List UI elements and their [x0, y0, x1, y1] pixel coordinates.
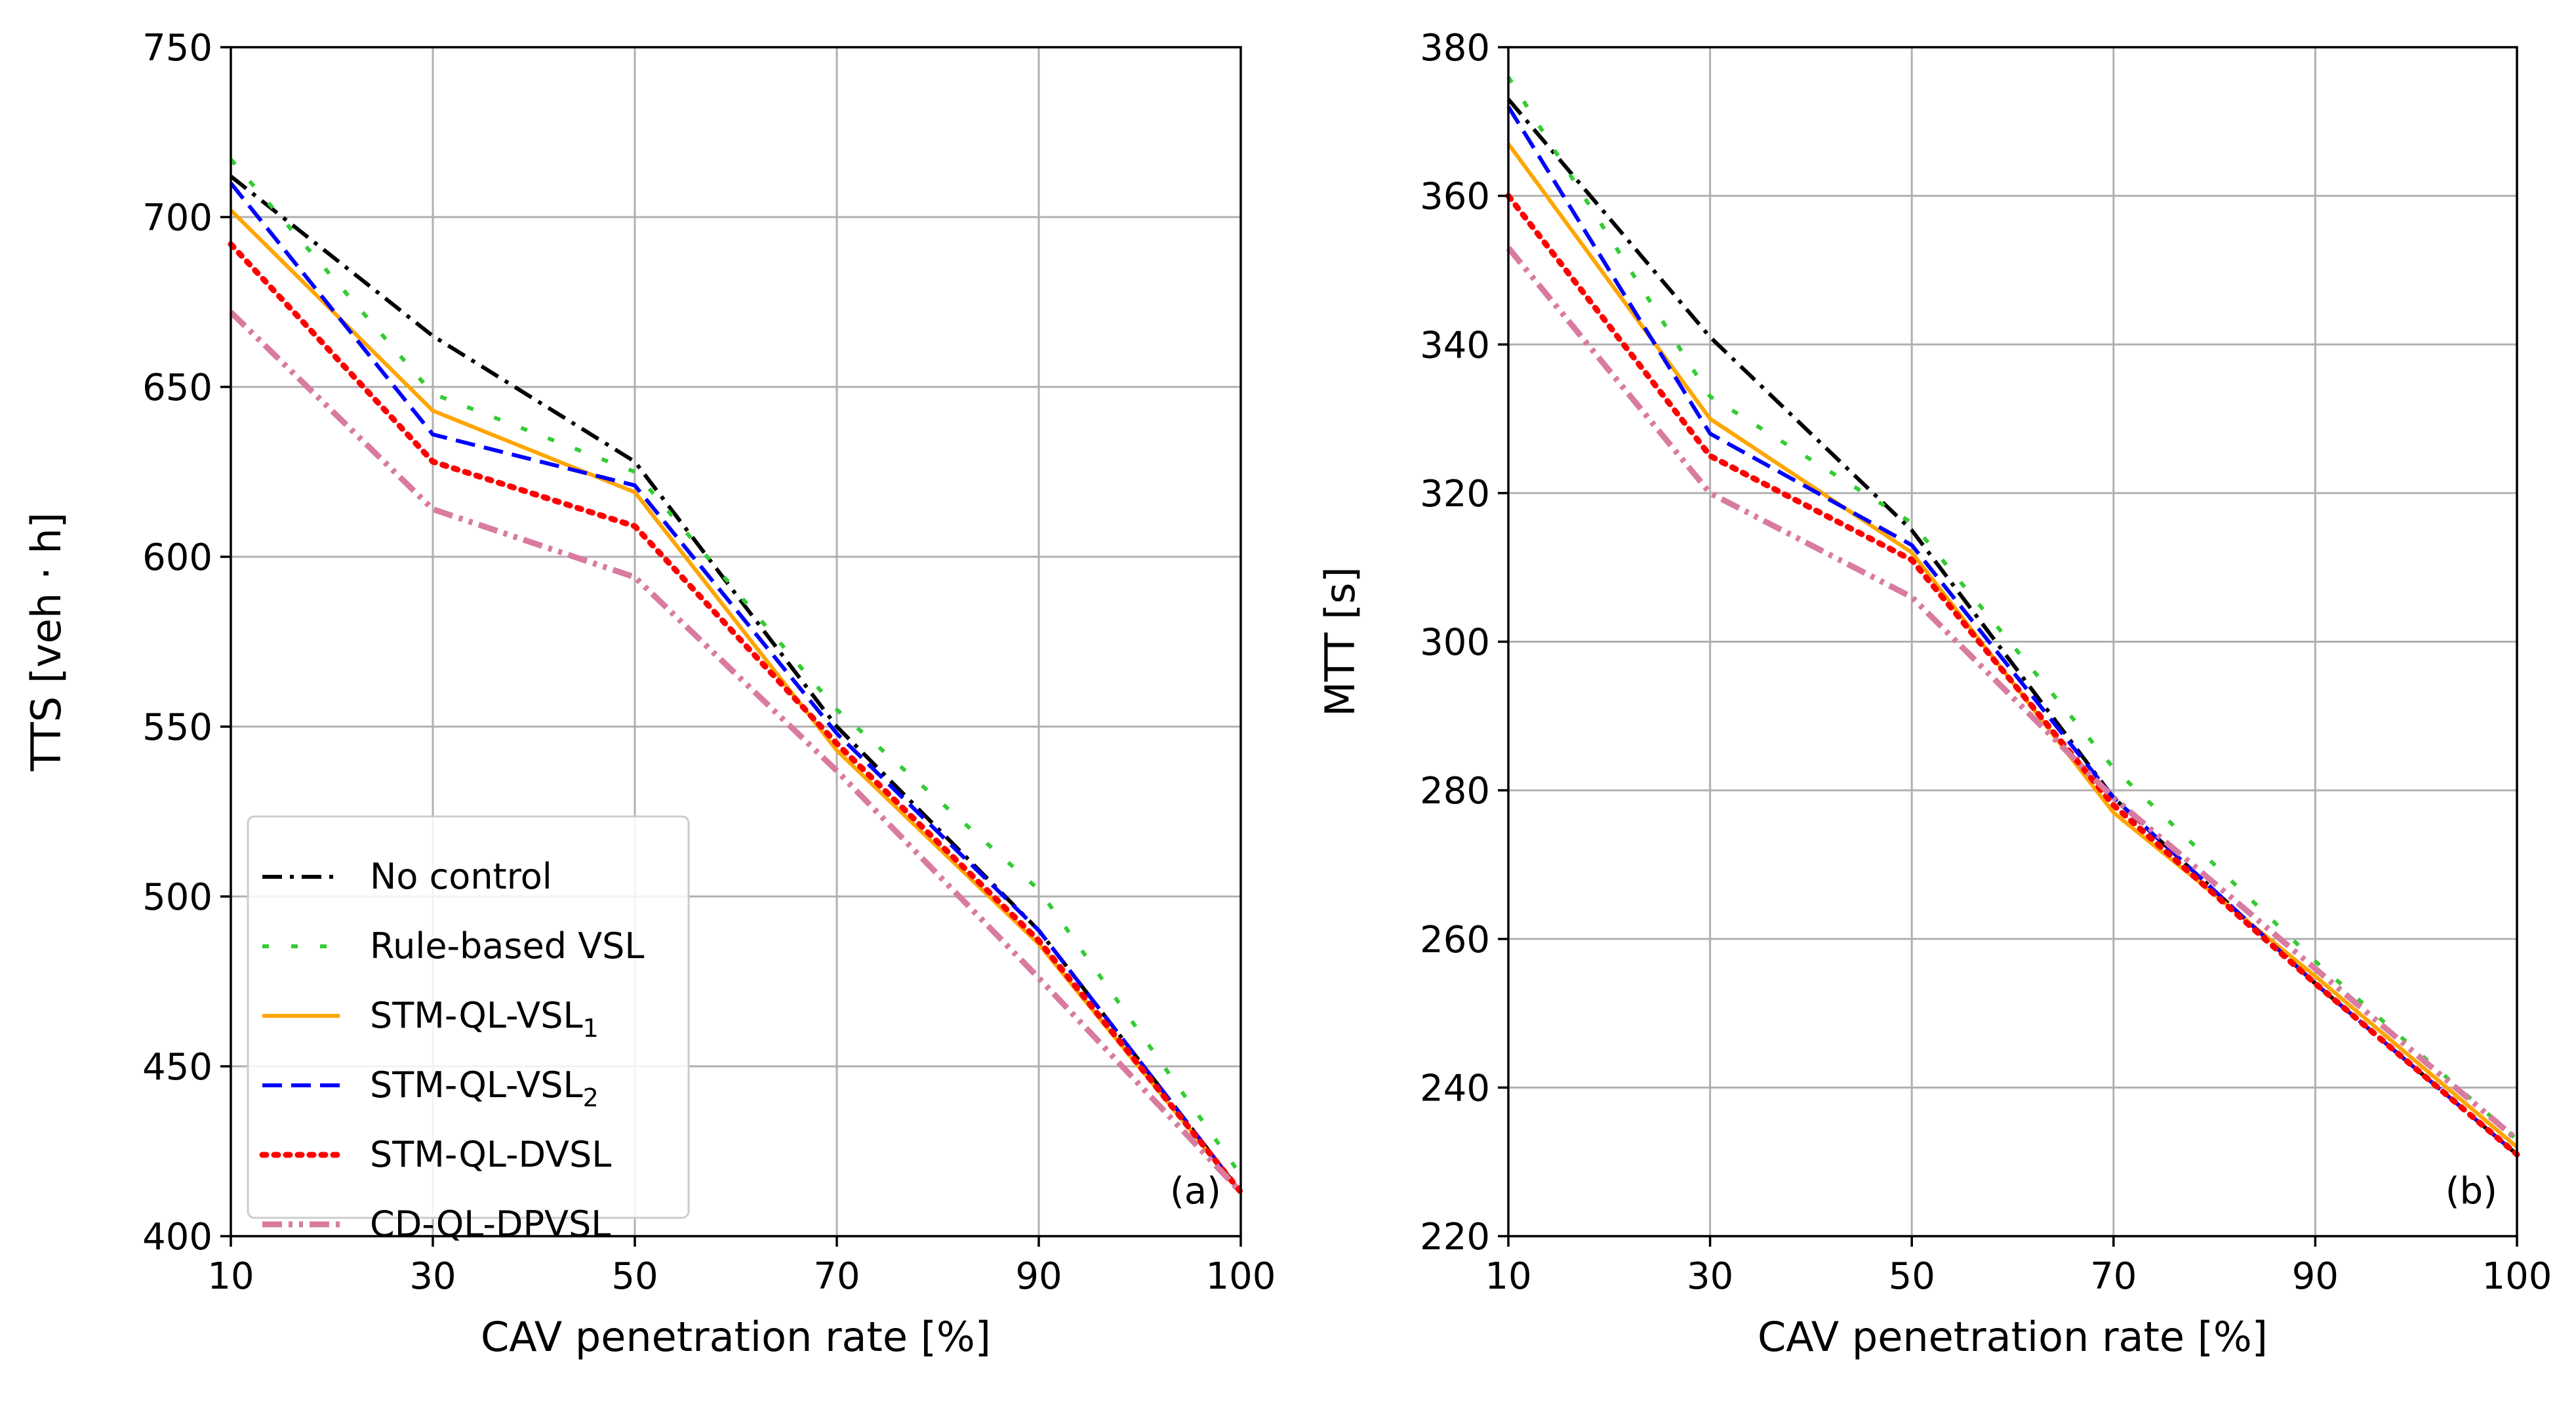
- y-tick-label: 220: [1420, 1216, 1490, 1258]
- x-tick-label: 10: [1485, 1255, 1531, 1298]
- y-tick-label: 500: [142, 876, 212, 919]
- x-tick-label: 70: [2090, 1255, 2137, 1298]
- series-line-cd-ql-dpvsl: [1506, 246, 2519, 1142]
- y-tick-label: 320: [1420, 473, 1490, 515]
- y-tick-label: 450: [142, 1046, 212, 1089]
- y-tick-label: 280: [1420, 770, 1490, 813]
- legend-label: STM-QL-VSL2: [370, 1064, 599, 1112]
- y-tick-label: 650: [142, 367, 212, 409]
- series-line-stm-ql-vsl2: [1506, 106, 2518, 1156]
- x-tick-label: 100: [1206, 1255, 1276, 1298]
- x-tick-label: 90: [1015, 1255, 1062, 1298]
- legend-label: Rule-based VSL: [370, 925, 645, 967]
- legend-box: [247, 815, 690, 1219]
- x-tick-label: 30: [1687, 1255, 1733, 1298]
- panel-tag: (b): [2445, 1170, 2497, 1213]
- legend-label: STM-QL-VSL1: [370, 995, 599, 1043]
- panel-a: 10 30 50 70 90 100 400 450 500 550 600 650 700 750 CAV…: [22, 27, 1276, 1361]
- y-tick-label: 340: [1420, 324, 1490, 367]
- x-tick-label: 100: [2482, 1255, 2552, 1298]
- x-tick-label: 50: [611, 1255, 658, 1298]
- y-tick-label: 600: [142, 536, 212, 579]
- y-tick-label: 380: [1420, 27, 1490, 70]
- x-tick-label: 70: [813, 1255, 860, 1298]
- x-tick-label: 30: [409, 1255, 456, 1298]
- y-tick-label: 260: [1420, 919, 1490, 961]
- legend-label: STM-QL-DVSL: [370, 1134, 611, 1175]
- legend-label: CD-QL-DPVSL: [370, 1203, 611, 1245]
- x-axis-label: CAV penetration rate [%]: [1758, 1313, 2268, 1361]
- panel-b: 10 30 50 70 90 100 220 240 260 280 300 320 340 360 380…: [1316, 27, 2552, 1361]
- series-line-stm-ql-dvsl: [1505, 193, 2520, 1157]
- y-tick-label: 240: [1420, 1067, 1490, 1110]
- y-tick-label: 750: [142, 27, 212, 70]
- series-line-stm-ql-vsl1: [1506, 142, 2518, 1149]
- series-line-stm-ql-dvsl: [228, 241, 1244, 1196]
- plot-frame: [230, 46, 1242, 1237]
- y-axis-label: MTT [s]: [1316, 567, 1364, 717]
- y-tick-label: 700: [142, 197, 212, 239]
- series-line-stm-ql-vsl2: [229, 182, 1243, 1194]
- y-axis-label: TTS [veh · h]: [22, 512, 70, 772]
- panel-tag: (a): [1170, 1170, 1221, 1213]
- series-line-no-control: [1506, 98, 2518, 1156]
- y-tick-label: 550: [142, 706, 212, 749]
- grid: [1507, 46, 2518, 1237]
- y-tick-label: 400: [142, 1216, 212, 1258]
- y-tick-label: 300: [1420, 622, 1490, 664]
- y-tick-label: 360: [1420, 176, 1490, 218]
- legend: No control Rule-based VSL STM-QL-VSL1 STM-Q…: [247, 815, 690, 1245]
- series-line-cd-ql-dpvsl: [228, 310, 1243, 1194]
- legend-label: No control: [370, 856, 552, 897]
- x-tick-label: 50: [1889, 1255, 1935, 1298]
- series-line-rule-based-vsl: [1506, 75, 2518, 1141]
- x-tick-label: 90: [2292, 1255, 2339, 1298]
- x-tick-label: 10: [207, 1255, 254, 1298]
- x-axis-label: CAV penetration rate [%]: [481, 1313, 991, 1361]
